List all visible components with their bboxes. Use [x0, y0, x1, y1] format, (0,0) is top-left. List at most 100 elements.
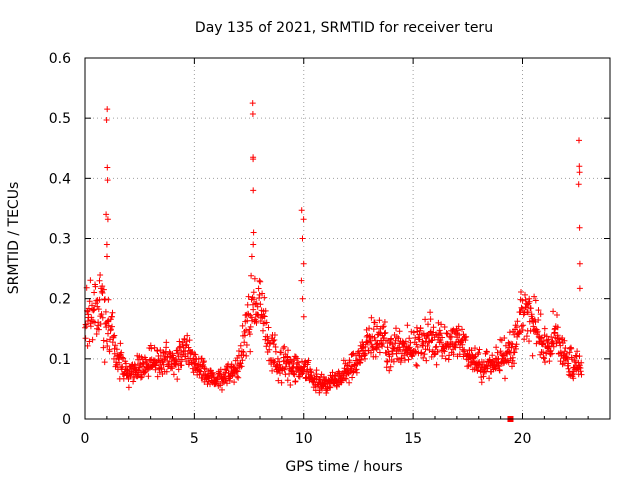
- data-point: [276, 361, 283, 368]
- data-point: [265, 324, 272, 331]
- tick-labels: 0 5 10 15 20 0 0.1 0.2 0.3 0.4 0.5 0.6: [49, 51, 532, 447]
- data-point: [386, 353, 393, 360]
- data-point: [340, 372, 347, 379]
- data-point: [327, 384, 334, 391]
- data-point: [169, 365, 176, 372]
- data-point: [452, 342, 459, 348]
- spike-point: [104, 177, 111, 184]
- data-point: [255, 312, 262, 319]
- data-point: [261, 294, 268, 301]
- data-point: [374, 323, 380, 330]
- data-point: [239, 357, 246, 364]
- spike-point: [575, 181, 582, 188]
- data-point: [89, 336, 96, 343]
- data-point: [435, 319, 442, 326]
- data-point: [272, 348, 279, 355]
- data-point: [557, 342, 564, 349]
- data-point: [266, 346, 273, 353]
- data-point: [502, 342, 509, 349]
- data-point: [546, 358, 553, 365]
- data-point: [511, 349, 518, 356]
- data-point: [145, 373, 152, 380]
- data-point: [367, 337, 374, 344]
- data-point: [454, 327, 461, 334]
- data-point: [410, 329, 417, 336]
- x-tick-label: 15: [404, 431, 422, 447]
- data-point: [109, 339, 116, 346]
- data-point: [269, 367, 276, 374]
- data-point: [550, 343, 557, 350]
- data-point: [561, 337, 568, 344]
- data-point: [497, 348, 504, 355]
- data-point: [86, 298, 93, 305]
- data-point: [241, 332, 248, 339]
- data-point: [383, 358, 390, 365]
- data-point: [525, 309, 531, 316]
- data-point: [372, 353, 379, 360]
- data-point: [85, 305, 92, 312]
- data-point: [496, 367, 503, 374]
- y-tick-label: 0.1: [49, 352, 71, 368]
- data-point: [185, 344, 192, 351]
- data-point: [389, 341, 396, 348]
- data-point: [135, 356, 142, 363]
- spike-point: [104, 106, 111, 113]
- data-point: [346, 359, 353, 366]
- x-tick-label: 10: [295, 431, 313, 447]
- data-point: [241, 339, 248, 346]
- y-tick-label: 0.4: [49, 171, 71, 187]
- data-point: [116, 359, 123, 366]
- data-point: [577, 368, 584, 375]
- data-point: [131, 374, 138, 381]
- spike-point: [576, 224, 583, 231]
- data-point: [513, 345, 519, 352]
- data-point: [263, 343, 270, 350]
- data-point: [264, 333, 271, 340]
- data-point: [376, 349, 383, 356]
- spike-point: [300, 216, 307, 223]
- data-point: [127, 373, 134, 380]
- data-point: [442, 355, 449, 362]
- data-point: [526, 338, 532, 345]
- data-point: [557, 358, 564, 365]
- data-point: [163, 339, 170, 346]
- data-point: [532, 297, 539, 304]
- data-point: [102, 296, 108, 303]
- data-point: [253, 300, 260, 307]
- data-point: [341, 375, 348, 382]
- data-point: [102, 308, 109, 315]
- data-point: [456, 332, 463, 339]
- data-point: [526, 298, 533, 305]
- data-point: [178, 362, 185, 369]
- data-point: [413, 341, 420, 348]
- spike-point: [576, 137, 582, 144]
- data-point: [353, 369, 360, 376]
- data-point: [431, 351, 438, 358]
- data-point: [101, 359, 108, 366]
- data-point: [407, 339, 414, 346]
- data-point: [384, 358, 391, 365]
- data-point: [554, 324, 561, 331]
- data-point: [239, 322, 246, 329]
- data-point: [186, 337, 193, 344]
- data-point: [459, 326, 465, 333]
- data-point: [456, 351, 463, 358]
- data-point: [290, 364, 296, 371]
- data-point: [559, 361, 566, 368]
- data-point: [362, 350, 369, 357]
- data-point: [245, 293, 252, 300]
- data-point: [250, 289, 257, 296]
- data-point: [99, 314, 106, 321]
- data-point: [508, 344, 515, 351]
- data-point: [437, 330, 444, 337]
- data-point: [99, 290, 106, 296]
- data-point: [200, 359, 207, 366]
- data-point: [92, 283, 99, 290]
- data-point: [501, 335, 508, 341]
- data-point: [494, 349, 501, 356]
- data-point: [520, 322, 527, 329]
- data-point: [484, 349, 490, 355]
- data-point: [542, 359, 548, 366]
- data-point: [91, 289, 98, 296]
